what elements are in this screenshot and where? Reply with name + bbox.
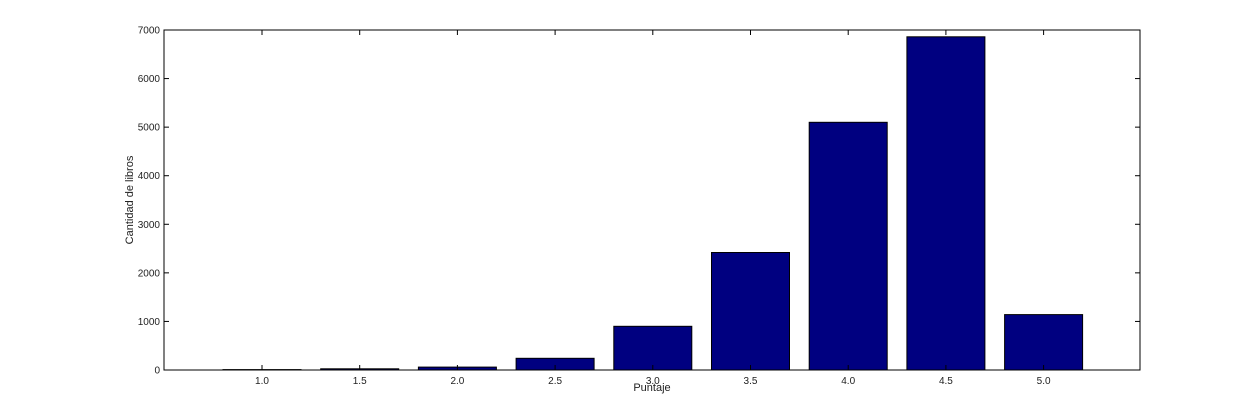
y-tick-label: 4000 (138, 171, 161, 182)
bar-4-0 (808, 121, 888, 371)
x-tick-label: 4.0 (841, 376, 855, 387)
axes-box (163, 29, 1141, 371)
y-tick-label: 2000 (138, 268, 161, 279)
bar-4-5 (906, 36, 986, 371)
bar-3-5 (711, 252, 790, 371)
x-tick-label: 5.0 (1037, 376, 1051, 387)
y-tick-label: 0 (154, 366, 160, 377)
y-tick-label: 6000 (138, 74, 161, 85)
x-tick-label: 3.0 (646, 376, 660, 387)
y-axis-label: Cantidad de libros (124, 155, 136, 244)
ticks-group: 1.0 1.5 2.0 2.5 3.0 3.5 4.0 4.5 5.0 0 1000 2000 3000… (138, 26, 1140, 387)
y-tick-label: 1000 (138, 317, 161, 328)
x-tick-label: 3.5 (744, 376, 758, 387)
plot-area (164, 30, 1140, 370)
y-tick-label: 3000 (138, 220, 161, 231)
x-tick-label: 4.5 (939, 376, 953, 387)
bars-group (222, 36, 1084, 371)
bar-3-0 (613, 325, 693, 371)
x-axis-label: Puntaje (633, 382, 670, 394)
x-tick-label: 1.5 (353, 376, 367, 387)
y-tick-label: 5000 (138, 123, 161, 134)
x-tick-label: 2.0 (450, 376, 464, 387)
x-tick-label: 1.0 (255, 376, 269, 387)
x-tick-label: 2.5 (548, 376, 562, 387)
y-tick-label: 7000 (138, 26, 161, 37)
bar-5-0 (1004, 314, 1084, 371)
